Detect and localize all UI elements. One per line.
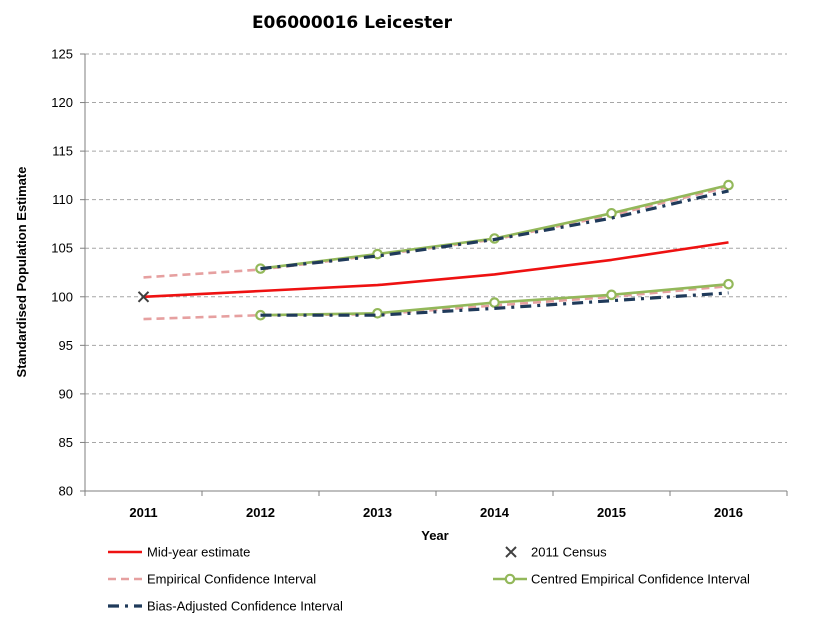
y-tick-label: 110 — [52, 192, 73, 207]
x-tick-labels: 2011 2012 2013 2014 2015 2016 — [129, 505, 743, 520]
y-tick-label: 105 — [51, 241, 73, 256]
x-tick-label: 2011 — [129, 505, 157, 520]
legend-label: Bias-Adjusted Confidence Interval — [147, 599, 343, 614]
legend: Mid-year estimate 2011 Census Empirical Co… — [108, 545, 750, 614]
legend-swatch-marker — [504, 573, 516, 585]
series-point-cent_upper — [606, 207, 617, 219]
series-census — [137, 291, 150, 303]
x-tick-label: 2013 — [363, 505, 392, 520]
legend-label: Centred Empirical Confidence Interval — [531, 572, 750, 587]
y-tick-label: 100 — [51, 289, 73, 304]
series-mye — [143, 241, 729, 299]
legend-label: 2011 Census — [531, 545, 607, 560]
series-bias_upper — [260, 189, 729, 271]
x-tick-label: 2014 — [480, 505, 510, 520]
series-line-cent_upper — [260, 183, 729, 270]
y-tick-label: 115 — [52, 144, 73, 159]
legend-swatch — [505, 546, 517, 558]
series-point-cent_lower — [489, 297, 500, 308]
series-line-bias_lower — [260, 291, 729, 317]
y-tick-label: 85 — [59, 435, 73, 450]
series-line-bias_upper — [260, 189, 729, 271]
legend-item: Bias-Adjusted Confidence Interval — [108, 599, 343, 614]
series-point-cent_lower — [606, 289, 617, 301]
y-tick-label: 120 — [51, 95, 73, 110]
legend-label: Mid-year estimate — [147, 545, 250, 560]
x-axis-label: Year — [421, 528, 448, 543]
legend-item: Empirical Confidence Interval — [108, 572, 316, 587]
series-cent_upper — [255, 179, 734, 274]
series-bias_lower — [260, 291, 729, 317]
gridlines — [85, 53, 787, 443]
series-point-cent_upper — [723, 179, 734, 191]
series-line-emp_lower — [143, 284, 729, 321]
legend-item: 2011 Census — [505, 545, 607, 560]
series-point-cent_lower — [723, 278, 734, 290]
series-line-mye — [143, 241, 729, 299]
series-emp_upper — [143, 185, 729, 279]
legend-item: Mid-year estimate — [108, 545, 250, 560]
y-tick-label: 95 — [59, 338, 73, 353]
x-tick-label: 2012 — [246, 505, 275, 520]
series-cent_lower — [255, 278, 734, 321]
census-point-marker — [137, 291, 150, 303]
series-line-emp_upper — [143, 185, 729, 279]
axes — [80, 53, 788, 496]
series-emp_lower — [143, 284, 729, 321]
x-tick-label: 2016 — [714, 505, 743, 520]
series-layer — [137, 179, 734, 321]
y-tick-label: 90 — [59, 386, 73, 401]
y-tick-label: 80 — [59, 484, 73, 499]
y-tick-labels: 80 85 90 95 100 105 110 115 120 125 — [51, 47, 73, 499]
y-axis-label: Standardised Population Estimate — [14, 167, 29, 378]
legend-label: Empirical Confidence Interval — [147, 572, 316, 587]
x-tick-label: 2015 — [597, 505, 626, 520]
legend-item: Centred Empirical Confidence Interval — [493, 572, 750, 587]
chart-title: E06000016 Leicester — [252, 13, 453, 33]
y-tick-label: 125 — [51, 47, 73, 62]
